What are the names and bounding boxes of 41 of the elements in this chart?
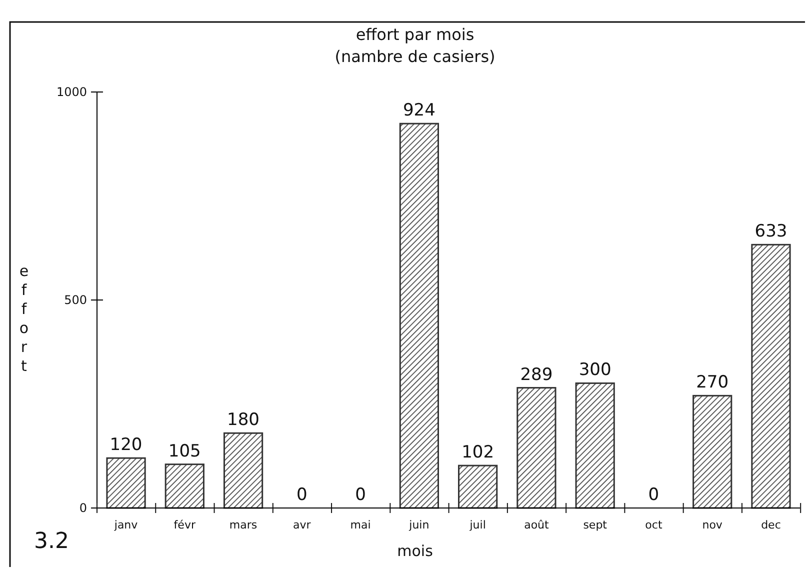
data-label: 270 bbox=[696, 372, 729, 393]
y-tick-label: 0 bbox=[79, 500, 87, 515]
data-label: 102 bbox=[462, 442, 494, 463]
data-label: 300 bbox=[578, 360, 612, 380]
x-tick-label: janv bbox=[113, 518, 138, 532]
data-label: 0 bbox=[296, 485, 308, 505]
bar bbox=[399, 122, 439, 509]
data-label: 180 bbox=[227, 410, 260, 430]
x-tick-label: oct bbox=[645, 518, 663, 532]
data-label: 120 bbox=[110, 435, 142, 456]
x-tick-label: juil bbox=[468, 518, 486, 532]
data-label: 924 bbox=[402, 100, 436, 121]
data-label: 289 bbox=[520, 364, 553, 385]
x-tick-label: févr bbox=[174, 518, 196, 532]
x-tick-label: nov bbox=[702, 518, 723, 532]
y-tick-label: 500 bbox=[64, 292, 87, 307]
bar bbox=[516, 387, 556, 509]
bar bbox=[164, 464, 204, 509]
bar bbox=[458, 464, 498, 509]
x-tick-label: mai bbox=[350, 518, 371, 532]
x-tick-label: mars bbox=[229, 518, 258, 532]
bar bbox=[692, 394, 732, 509]
bar bbox=[575, 382, 615, 509]
x-tick-label: juin bbox=[408, 518, 430, 532]
bar bbox=[223, 432, 264, 509]
x-tick-label: sept bbox=[583, 518, 608, 532]
x-tick-label: avr bbox=[293, 518, 312, 532]
x-tick-label: dec bbox=[761, 518, 781, 532]
data-label: 0 bbox=[648, 485, 660, 505]
chart-subtitle: (nambre de casiers) bbox=[334, 47, 496, 66]
text: 3.2 bbox=[34, 529, 69, 554]
chart-title: effort par mois bbox=[356, 25, 474, 44]
bar bbox=[106, 457, 146, 509]
bar bbox=[751, 244, 791, 509]
y-tick-label: 1000 bbox=[56, 84, 87, 99]
data-label: 0 bbox=[355, 485, 366, 505]
data-label: 633 bbox=[754, 222, 788, 242]
x-axis-title: mois bbox=[397, 542, 434, 560]
x-tick-label: août bbox=[524, 518, 550, 532]
y-axis-title: effort bbox=[19, 262, 29, 375]
data-label: 105 bbox=[168, 441, 201, 462]
